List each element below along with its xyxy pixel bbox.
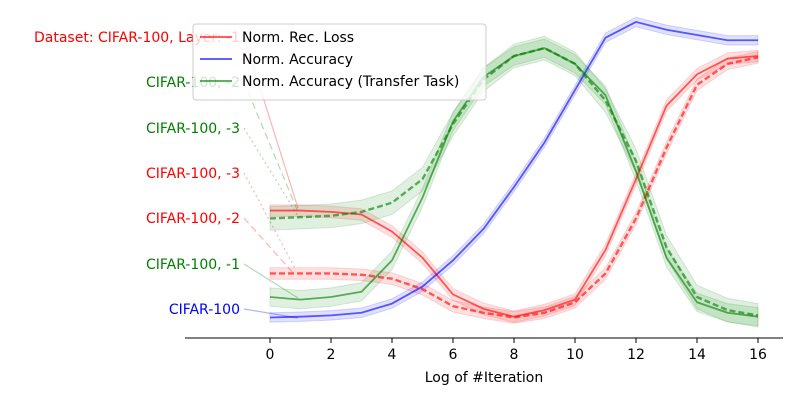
- x-axis-title: Log of #Iteration: [425, 370, 544, 386]
- row-label: CIFAR-100, -1: [146, 257, 240, 273]
- row-label: CIFAR-100, -2: [146, 211, 240, 227]
- norm-accuracy-transfer-task-dashed-line: [269, 46, 759, 317]
- x-tick-label: 12: [627, 347, 645, 363]
- norm-accuracy-transfer-task-dashed-band: [269, 35, 759, 328]
- label-connector: [243, 263, 299, 299]
- series-lines: [269, 21, 759, 319]
- x-axis: 0 2 4 6 8 10 12 14 16 Log of #Iteration: [185, 337, 783, 386]
- norm-rec-loss-dashed-line: [270, 56, 759, 319]
- legend-label: Norm. Rec. Loss: [242, 30, 354, 46]
- norm-rec-loss-solid-band: [269, 49, 759, 323]
- norm-accuracy-solid-band: [269, 16, 759, 323]
- legend: Norm. Rec. Loss Norm. Accuracy Norm. Accur…: [192, 23, 487, 101]
- x-tick-label: 10: [566, 347, 584, 363]
- legend-box: [192, 23, 487, 101]
- legend-label: Norm. Accuracy (Transfer Task): [242, 74, 459, 90]
- confidence-bands: [269, 16, 759, 328]
- x-ticks: 0 2 4 6 8 10 12 14 16: [266, 338, 767, 363]
- label-connector: [243, 217, 295, 275]
- label-connector: [243, 81, 299, 213]
- label-connector: [243, 127, 299, 217]
- row-label: CIFAR-100: [169, 302, 240, 318]
- row-label: CIFAR-100, -3: [146, 121, 240, 137]
- x-tick-label: 2: [327, 347, 336, 363]
- x-tick-label: 16: [749, 347, 767, 363]
- x-tick-label: 0: [266, 347, 275, 363]
- row-label: CIFAR-100, -3: [146, 166, 240, 182]
- norm-accuracy-solid-line: [269, 21, 758, 319]
- x-tick-label: 8: [510, 347, 519, 363]
- x-tick-label: 14: [688, 347, 706, 363]
- legend-label: Norm. Accuracy: [242, 52, 353, 68]
- norm-accuracy-transfer-task-solid-band: [269, 38, 759, 327]
- x-tick-label: 6: [449, 347, 458, 363]
- row-label: Dataset: CIFAR-100, Layer: -1: [34, 30, 240, 46]
- label-connector: [243, 172, 297, 271]
- x-tick-label: 4: [388, 347, 397, 363]
- legend-items: Norm. Rec. Loss Norm. Accuracy Norm. Accur…: [200, 30, 459, 90]
